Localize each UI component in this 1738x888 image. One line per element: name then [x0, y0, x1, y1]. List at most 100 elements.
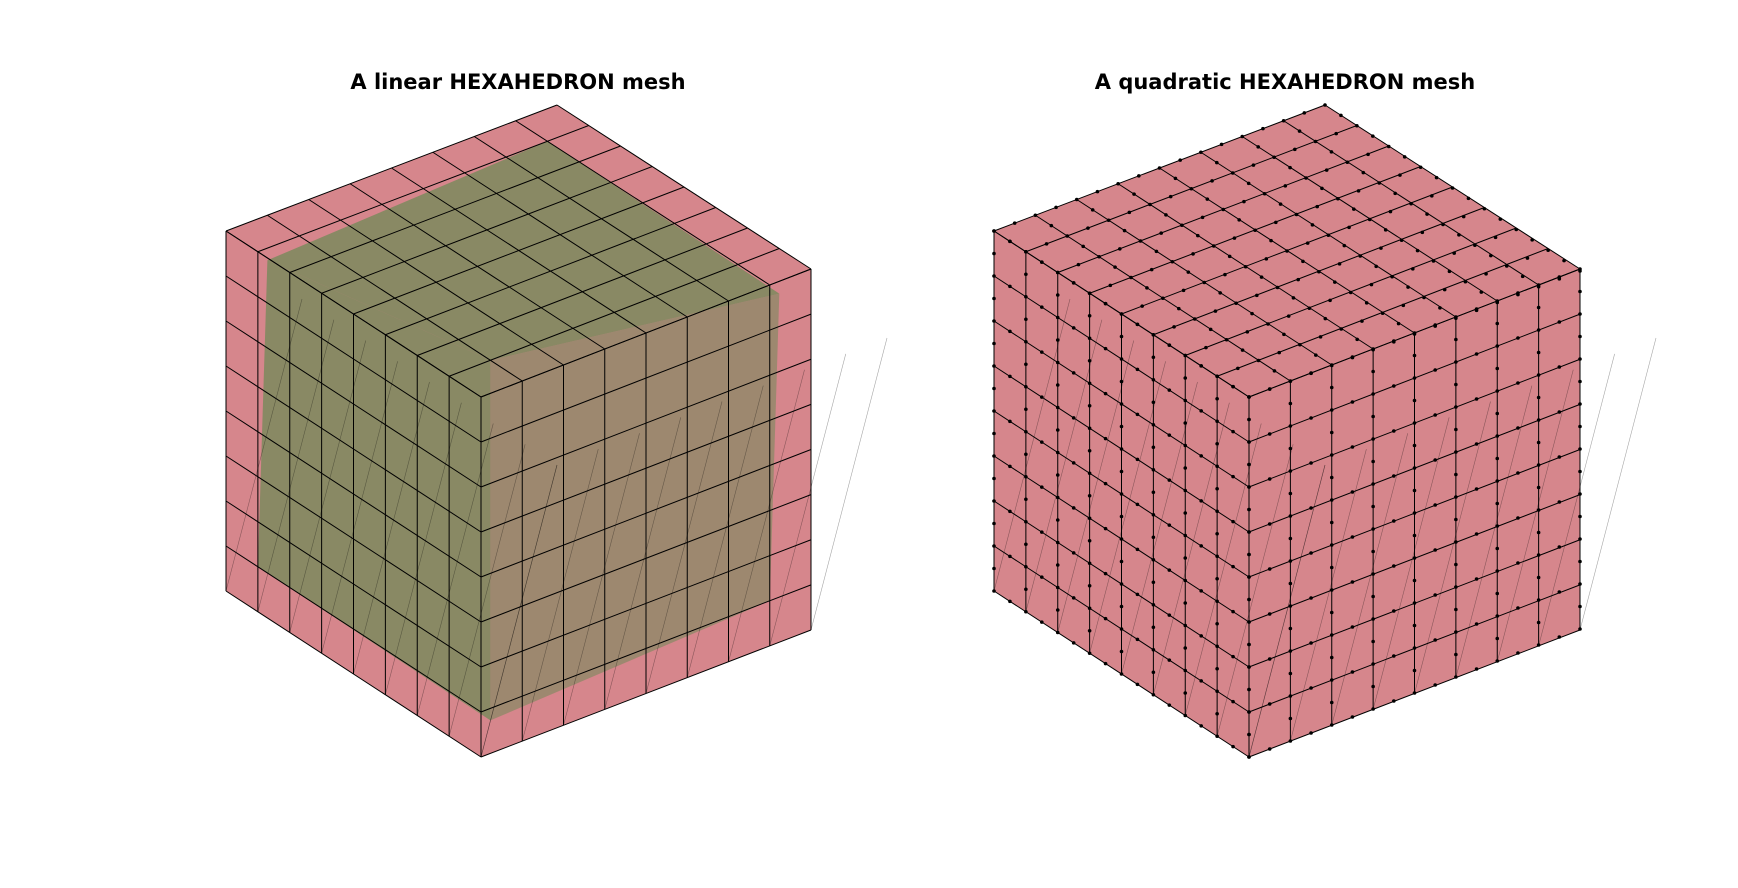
mesh-node [1151, 377, 1156, 382]
mesh-node [1536, 350, 1541, 355]
mesh-node [1186, 270, 1191, 274]
left-grid-line [225, 545, 482, 713]
hidden-grid-line [257, 319, 335, 612]
mesh-node [1055, 495, 1060, 500]
mesh-node [1329, 655, 1334, 660]
top-grid-line [353, 186, 685, 315]
mesh-node [1288, 165, 1292, 170]
hidden-grid-line [1372, 417, 1450, 710]
mesh-node [1329, 588, 1334, 592]
mesh-node [1215, 374, 1219, 379]
mesh-node [1106, 218, 1111, 223]
mesh-node [1247, 575, 1251, 579]
mesh-node [1350, 715, 1355, 719]
mesh-node [1495, 434, 1500, 438]
mesh-node [1262, 191, 1267, 196]
hidden-grid-line [563, 433, 640, 726]
mesh-node [1536, 485, 1541, 490]
hidden-grid-line [1579, 337, 1657, 631]
mesh-node [992, 296, 996, 301]
mesh-node [1087, 516, 1092, 521]
mesh-node [1562, 258, 1566, 263]
mesh-node [1578, 447, 1582, 451]
hidden-grid-line [1248, 464, 1326, 758]
mesh-node [1536, 530, 1541, 535]
mesh-node [1578, 379, 1582, 384]
mesh-node [1183, 623, 1188, 628]
mesh-node [1536, 305, 1541, 310]
mesh-node [1215, 509, 1219, 514]
mesh-node [1215, 160, 1219, 165]
mesh-node [1103, 481, 1108, 486]
mesh-node [1151, 692, 1156, 697]
hidden-grid-line [1538, 353, 1615, 646]
mesh-node [1167, 433, 1172, 437]
mesh-node [1055, 315, 1060, 320]
mesh-node [1329, 408, 1334, 412]
mesh-node [1215, 644, 1219, 649]
mesh-node [1412, 511, 1417, 515]
mesh-node [1183, 466, 1188, 470]
mesh-node [1380, 311, 1385, 316]
mesh-node [1215, 711, 1219, 716]
mesh-node [1412, 421, 1417, 425]
mesh-node [1183, 398, 1188, 403]
mesh-node [1199, 589, 1203, 593]
top-grid-line [448, 248, 780, 377]
mesh-node [1329, 475, 1334, 480]
mesh-node [1122, 228, 1127, 233]
mesh-node [1071, 641, 1076, 645]
mesh-node [1196, 233, 1200, 238]
mesh-node [1242, 199, 1246, 204]
mesh-node [1024, 609, 1028, 614]
mesh-node [1192, 317, 1197, 321]
mesh-node [1433, 548, 1437, 552]
mesh-node [1324, 168, 1329, 172]
mesh-node [1329, 430, 1334, 435]
mesh-node [1215, 419, 1219, 424]
mesh-node [1151, 580, 1156, 585]
mesh-node [1495, 344, 1500, 348]
mesh-node [1024, 317, 1028, 322]
mesh-node [1315, 204, 1319, 209]
mesh-node [1383, 228, 1388, 232]
mesh-node [1520, 274, 1525, 279]
mesh-node [1183, 376, 1188, 380]
mesh-node [1536, 373, 1541, 377]
mesh-node [1149, 267, 1154, 272]
mesh-node [1033, 213, 1038, 218]
mesh-node [1087, 403, 1092, 408]
mesh-node [1183, 646, 1188, 650]
mesh-node [1495, 321, 1500, 326]
mesh-node [1204, 345, 1208, 350]
mesh-node [1267, 387, 1272, 391]
mesh-node [1402, 155, 1407, 159]
mesh-node [1129, 275, 1133, 280]
mesh-node [1103, 571, 1108, 576]
mesh-node [1350, 490, 1355, 494]
mesh-node [1151, 445, 1156, 450]
inner-left-face [257, 260, 491, 721]
mesh-node [1355, 337, 1359, 342]
top-grid-line [515, 120, 771, 286]
mesh-node [992, 499, 996, 503]
mesh-node [1024, 249, 1028, 254]
mesh-node [1135, 637, 1140, 642]
mesh-node [1425, 212, 1429, 216]
mesh-node [1087, 561, 1092, 566]
mesh-node [1514, 227, 1519, 232]
mesh-node [1578, 514, 1582, 519]
mesh-node [1536, 643, 1541, 647]
mesh-node [1298, 342, 1302, 347]
mesh-node [1172, 325, 1176, 329]
mesh-node [1301, 259, 1305, 264]
mesh-node [1339, 113, 1343, 118]
mesh-node [1218, 291, 1222, 295]
mesh-node [1495, 479, 1500, 483]
mesh-node [1087, 493, 1092, 498]
mesh-node [1055, 360, 1060, 365]
mesh-node [1371, 639, 1375, 644]
mesh-node [1495, 636, 1500, 641]
mesh-node [1412, 376, 1417, 380]
mesh-node [1309, 641, 1313, 645]
